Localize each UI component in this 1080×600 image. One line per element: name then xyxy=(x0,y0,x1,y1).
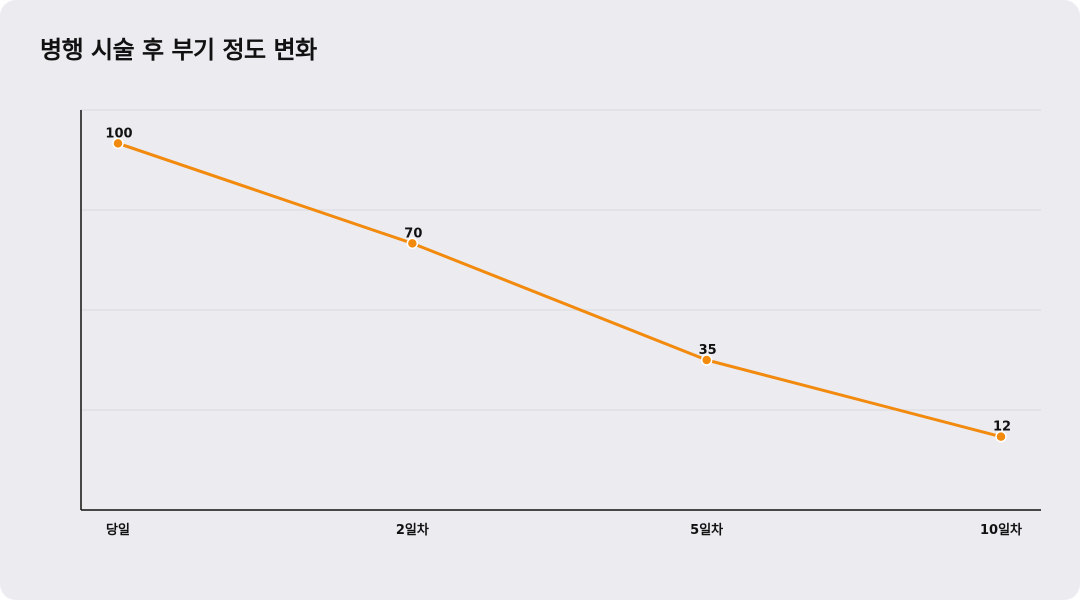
data-point xyxy=(112,137,124,150)
data-label: 35 xyxy=(699,343,717,358)
data-point xyxy=(406,237,419,250)
data-point xyxy=(700,354,713,366)
x-tick-label: 2일차 xyxy=(396,522,429,538)
x-tick-label: 5일차 xyxy=(690,522,723,538)
series-line xyxy=(116,141,1003,439)
x-tick-label: 당일 xyxy=(106,522,130,538)
data-label: 100 xyxy=(105,126,132,141)
data-label: 12 xyxy=(993,420,1011,435)
chart-title: 병행 시술 후 부기 정도 변화 xyxy=(40,36,317,64)
x-tick-label: 10일차 xyxy=(980,522,1022,538)
data-label: 70 xyxy=(404,226,422,241)
data-point xyxy=(995,430,1007,443)
